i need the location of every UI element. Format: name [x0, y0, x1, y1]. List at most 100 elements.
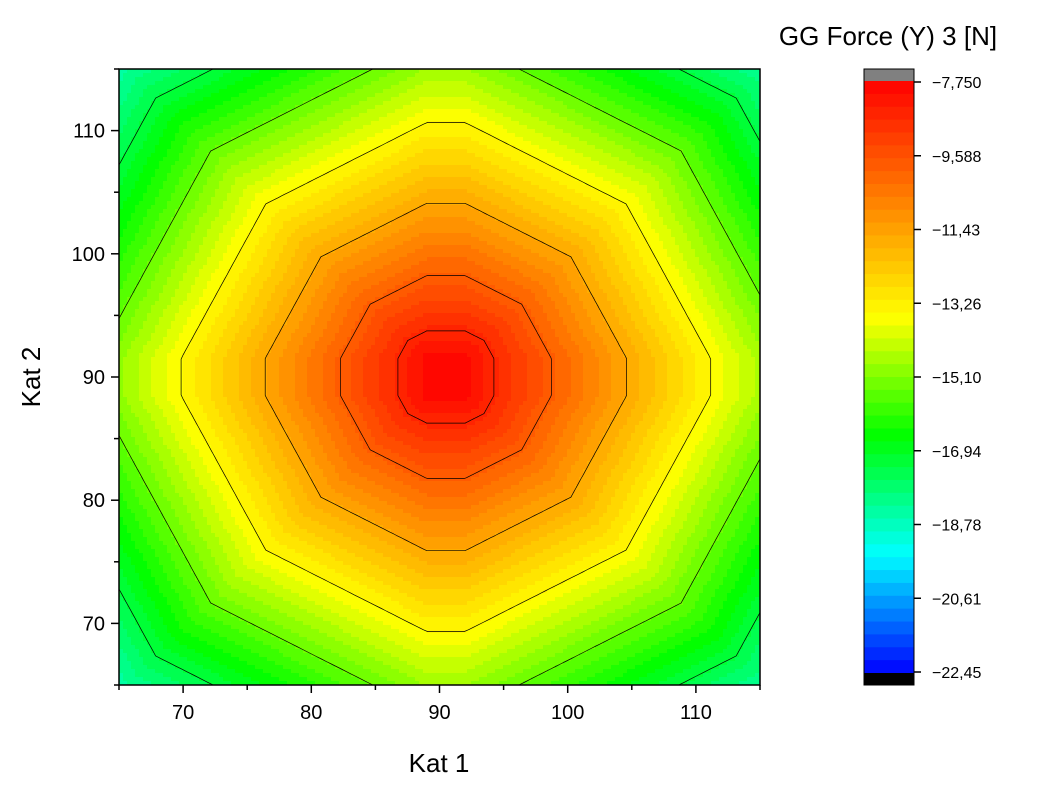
contour-cell — [211, 381, 216, 386]
contour-cell — [235, 105, 240, 110]
contour-cell — [155, 201, 160, 206]
contour-cell — [167, 157, 172, 162]
contour-cell — [135, 513, 140, 518]
contour-cell — [195, 409, 200, 414]
contour-cell — [203, 369, 208, 374]
contour-cell — [187, 509, 192, 514]
contour-cell — [127, 641, 132, 646]
contour-cell — [191, 473, 196, 478]
contour-cell — [187, 109, 192, 114]
contour-cell — [163, 665, 168, 670]
contour-cell — [191, 593, 196, 598]
contour-cell — [215, 349, 220, 354]
contour-cell — [235, 665, 240, 670]
contour-cell — [191, 289, 196, 294]
contour-cell — [203, 461, 208, 466]
contour-cell — [223, 577, 228, 582]
contour-cell — [175, 673, 180, 678]
contour-cell — [227, 673, 232, 678]
contour-cell — [227, 353, 232, 358]
contour-cell — [231, 193, 236, 198]
contour-cell — [147, 369, 152, 374]
contour-cell — [211, 345, 216, 350]
contour-cell — [211, 573, 216, 578]
contour-cell — [163, 297, 168, 302]
contour-cell — [155, 113, 160, 118]
contour-cell — [243, 157, 248, 162]
contour-cell — [227, 553, 232, 558]
contour-cell — [123, 497, 128, 502]
contour-cell — [215, 409, 220, 414]
contour-cell — [175, 557, 180, 562]
contour-cell — [231, 341, 236, 346]
contour-cell — [127, 381, 132, 386]
contour-cell — [219, 185, 224, 190]
contour-cell — [183, 621, 188, 626]
contour-cell — [171, 581, 176, 586]
contour-cell — [179, 345, 184, 350]
contour-cell — [135, 529, 140, 534]
contour-cell — [167, 517, 172, 522]
contour-cell — [187, 661, 192, 666]
contour-cell — [167, 561, 172, 566]
contour-cell — [211, 649, 216, 654]
contour-cell — [135, 205, 140, 210]
contour-cell — [131, 465, 136, 470]
contour-cell — [223, 677, 228, 682]
contour-cell — [163, 249, 168, 254]
contour-cell — [239, 665, 244, 670]
contour-cell — [203, 401, 208, 406]
contour-cell — [159, 613, 164, 618]
contour-cell — [207, 345, 212, 350]
contour-cell — [131, 165, 136, 170]
contour-cell — [179, 585, 184, 590]
contour-cell — [135, 265, 140, 270]
contour-cell — [163, 525, 168, 530]
contour-cell — [155, 593, 160, 598]
contour-cell — [183, 109, 188, 114]
contour-cell — [187, 597, 192, 602]
contour-cell — [179, 537, 184, 542]
contour-cell — [243, 73, 248, 78]
contour-cell — [235, 113, 240, 118]
contour-cell — [135, 401, 140, 406]
contour-cell — [223, 145, 228, 150]
contour-cell — [147, 465, 152, 470]
contour-cell — [163, 157, 168, 162]
contour-cell — [151, 485, 156, 490]
contour-cell — [175, 297, 180, 302]
contour-cell — [227, 437, 232, 442]
contour-cell — [163, 565, 168, 570]
contour-cell — [187, 393, 192, 398]
contour-cell — [207, 313, 212, 318]
contour-cell — [187, 209, 192, 214]
contour-cell — [127, 325, 132, 330]
contour-cell — [227, 193, 232, 198]
contour-cell — [219, 405, 224, 410]
contour-cell — [175, 109, 180, 114]
contour-cell — [139, 305, 144, 310]
contour-cell — [135, 249, 140, 254]
contour-cell — [127, 213, 132, 218]
contour-cell — [243, 209, 248, 214]
contour-cell — [135, 393, 140, 398]
contour-cell — [171, 421, 176, 426]
contour-cell — [207, 617, 212, 622]
contour-cell — [147, 385, 152, 390]
contour-cell — [243, 601, 248, 606]
contour-cell — [131, 537, 136, 542]
contour-cell — [123, 617, 128, 622]
contour-cell — [135, 81, 140, 86]
contour-cell — [203, 361, 208, 366]
contour-cell — [139, 269, 144, 274]
contour-cell — [215, 213, 220, 218]
contour-cell — [131, 317, 136, 322]
contour-cell — [187, 529, 192, 534]
contour-cell — [191, 485, 196, 490]
contour-cell — [203, 289, 208, 294]
contour-cell — [203, 429, 208, 434]
contour-cell — [199, 345, 204, 350]
contour-cell — [143, 389, 148, 394]
contour-cell — [247, 193, 252, 198]
contour-cell — [147, 197, 152, 202]
